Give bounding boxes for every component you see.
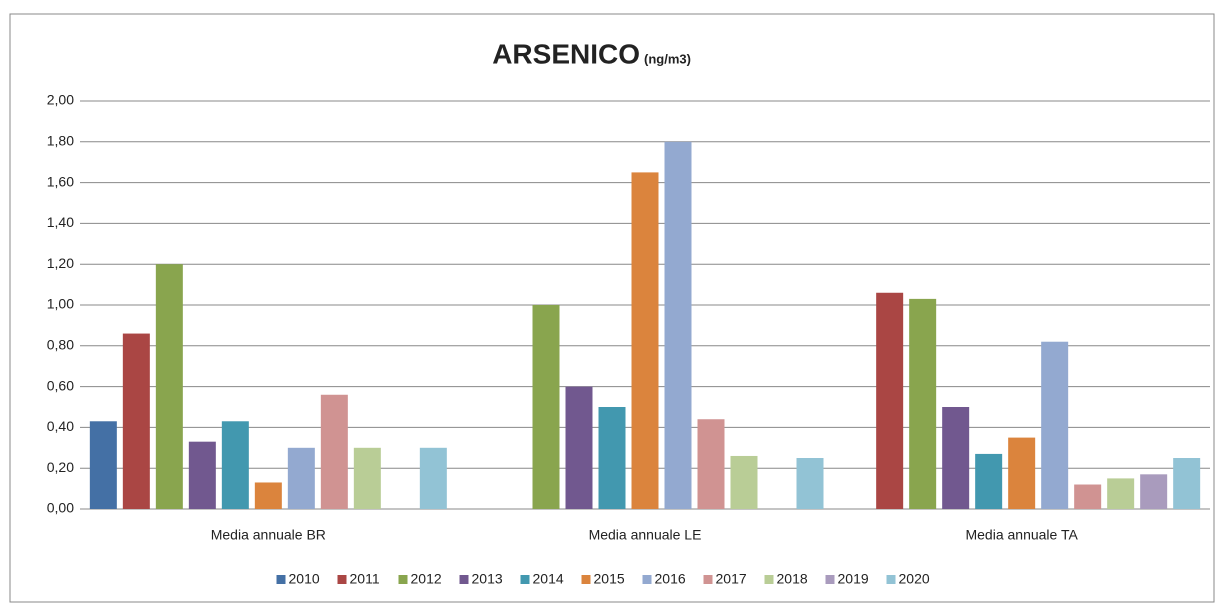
bar (598, 407, 626, 509)
y-tick-label: 0,40 (47, 418, 74, 434)
x-tick-label: Media annuale BR (211, 527, 326, 543)
chart-frame (9, 13, 1215, 603)
bar (122, 333, 150, 509)
legend-swatch (276, 575, 286, 584)
legend-label: 2011 (350, 571, 380, 587)
legend-label: 2015 (594, 571, 625, 587)
bar (287, 447, 315, 509)
bar (730, 455, 758, 509)
bar (221, 421, 249, 509)
legend-swatch (398, 575, 408, 584)
legend-label: 2020 (899, 571, 930, 587)
bar (631, 172, 659, 509)
y-tick-label: 0,20 (47, 459, 74, 475)
bar (320, 394, 348, 509)
bar (419, 447, 447, 509)
bar (1041, 341, 1069, 509)
x-tick-label: Media annuale TA (965, 527, 1078, 543)
y-tick-label: 0,00 (47, 500, 74, 516)
bar (1074, 484, 1102, 509)
bar (697, 419, 725, 509)
legend-label: 2014 (533, 571, 564, 587)
bar (254, 482, 282, 509)
bar (664, 141, 692, 510)
bar (1173, 458, 1201, 509)
bar (876, 292, 904, 509)
y-tick-label: 1,80 (47, 133, 74, 149)
legend-label: 2019 (838, 571, 869, 587)
bar (532, 305, 560, 509)
legend-swatch (642, 575, 652, 584)
legend-swatch (703, 575, 713, 584)
bar (1008, 437, 1036, 509)
bar (155, 264, 183, 509)
legend-swatch (520, 575, 530, 584)
bar (188, 441, 216, 509)
bar (1107, 478, 1135, 509)
legend-swatch (825, 575, 835, 584)
y-tick-label: 1,40 (47, 214, 74, 230)
y-tick-label: 2,00 (47, 92, 74, 108)
legend-swatch (581, 575, 591, 584)
legend-swatch (459, 575, 469, 584)
bar (975, 453, 1003, 509)
chart-subtitle: (ng/m3) (644, 51, 691, 66)
legend-label: 2017 (716, 571, 747, 587)
y-tick-label: 1,60 (47, 173, 74, 189)
legend-swatch (886, 575, 896, 584)
y-tick-label: 0,60 (47, 377, 74, 393)
bar (353, 447, 381, 509)
bar (796, 458, 824, 509)
bar (565, 386, 593, 509)
legend-swatch (764, 575, 774, 584)
y-tick-label: 1,20 (47, 255, 74, 271)
legend-label: 2016 (655, 571, 686, 587)
legend-label: 2012 (411, 571, 442, 587)
legend-label: 2018 (777, 571, 808, 587)
bar (942, 407, 970, 509)
legend-swatch (337, 575, 347, 584)
bar (89, 421, 117, 509)
y-tick-label: 0,80 (47, 337, 74, 353)
bar (1140, 474, 1168, 509)
chart-title: ARSENICO (492, 38, 640, 69)
y-tick-label: 1,00 (47, 296, 74, 312)
bar (909, 298, 937, 509)
legend-label: 2013 (472, 571, 503, 587)
x-tick-label: Media annuale LE (589, 527, 702, 543)
legend-label: 2010 (289, 571, 320, 587)
